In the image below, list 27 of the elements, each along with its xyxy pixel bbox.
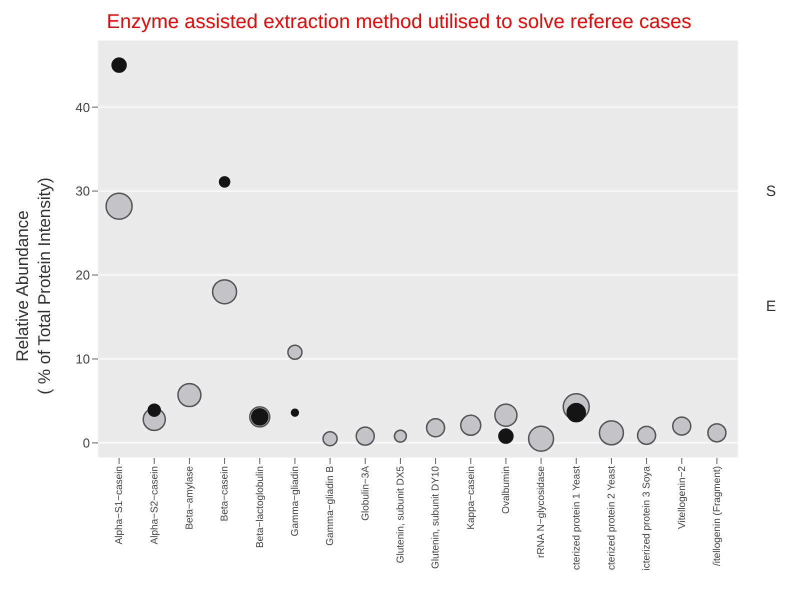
x-tick-label: Gamma−gliadin [290, 466, 302, 536]
x-tick-label: icterized protein 3 Soya [642, 466, 653, 571]
text: E [766, 298, 776, 315]
x-tick-label: cterized protein 1 Yeast [571, 466, 582, 570]
y-tick-label: 30 [76, 184, 90, 199]
x-tick-label: Globulin−3A [360, 466, 372, 521]
x-tick-label: Ovalbumin [501, 466, 512, 514]
y-tick-label: 0 [82, 436, 90, 451]
x-tick-label: Kappa−casein [466, 466, 477, 530]
text: S [766, 183, 776, 200]
x-tick-label: Gamma−gliadin B [325, 466, 336, 546]
y-tick-label: 20 [76, 268, 90, 283]
chart-title: Enzyme assisted extraction method utilised to solve referee cases [106, 10, 692, 35]
x-tick-label: rRNA N−glycosidase [536, 466, 548, 558]
x-tick-label: Vitellogenin−2 [676, 466, 688, 529]
x-tick-label: Beta−lactoglobulin [254, 466, 266, 548]
x-tick-label: /itellogenin (Fragment) [712, 466, 723, 566]
x-tick-label: Beta−casein [220, 466, 231, 522]
x-tick-label: Beta−amylase [184, 466, 196, 530]
x-tick-label: Glutenin, subunit DY10 [430, 466, 442, 569]
x-tick-label: Alpha−S1−casein [114, 466, 126, 544]
y-axis-title: Relative Abundance ( % of Total Protein Intensity) [13, 177, 54, 395]
x-tick-label: Alpha−S2−casein [149, 466, 160, 544]
y-tick-label: 10 [76, 352, 90, 367]
x-tick-label: cterized protein 2 Yeast [606, 466, 618, 570]
y-tick-label: 40 [76, 100, 90, 115]
x-tick-label: Glutenin, subunit DX5 [396, 466, 407, 564]
